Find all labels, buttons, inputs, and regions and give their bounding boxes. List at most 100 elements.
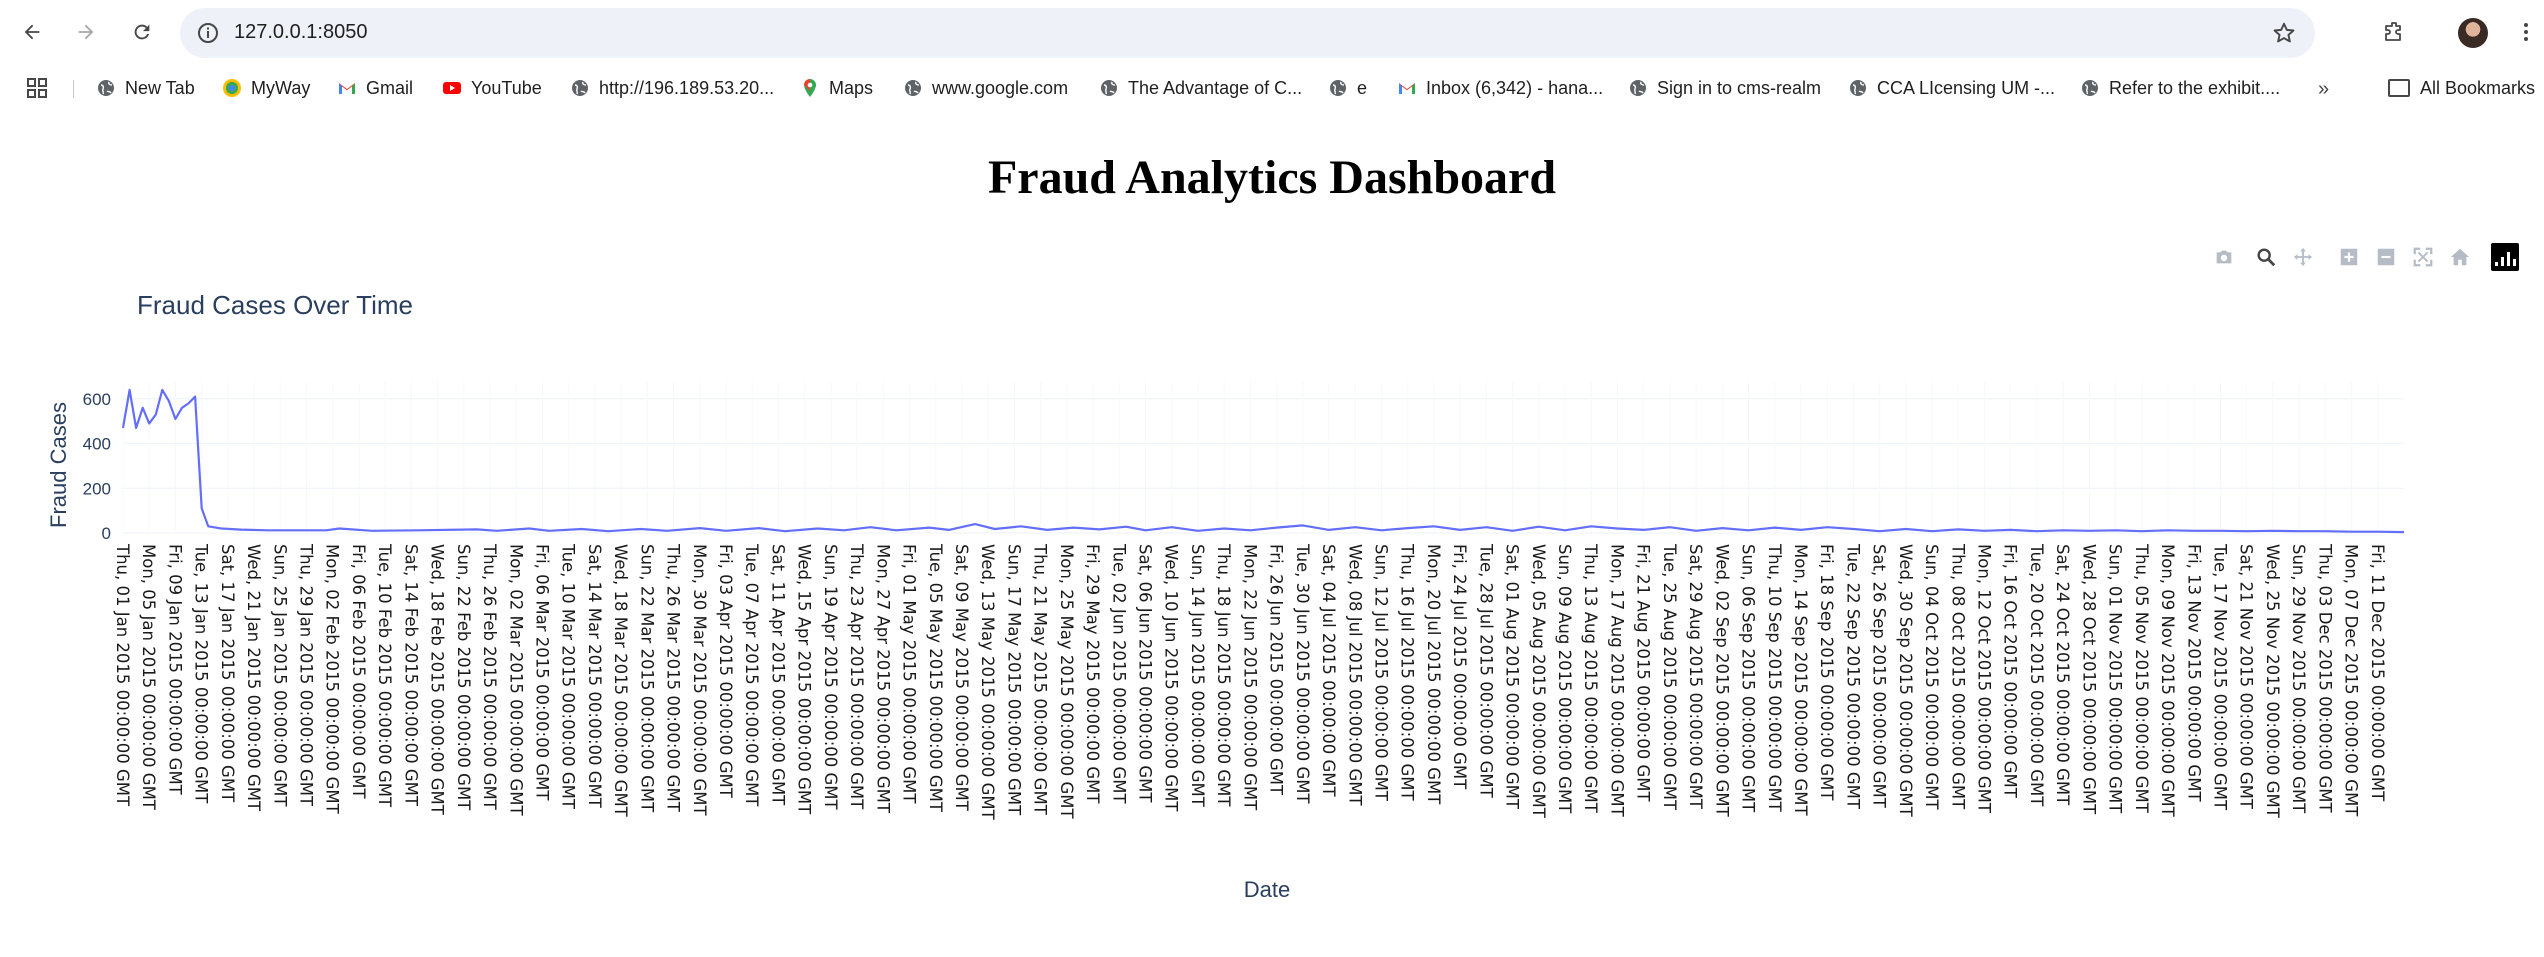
- x-tick-label: Sat, 04 Jul 2015 00:00:00 GMT: [1319, 544, 1338, 798]
- zoom-icon[interactable]: [2253, 244, 2279, 270]
- reset-axes-home-icon[interactable]: [2447, 244, 2473, 270]
- x-tick-label: Sun, 17 May 2015 00:00:00 GMT: [1004, 544, 1023, 816]
- x-tick-label: Tue, 17 Nov 2015 00:00:00 GMT: [2210, 543, 2229, 811]
- x-tick-label: Fri, 18 Sep 2015 00:00:00 GMT: [1817, 544, 1836, 801]
- camera-icon[interactable]: [2211, 244, 2237, 270]
- browser-menu-button[interactable]: [2508, 14, 2544, 50]
- bookmarks-bar: New Tab MyWay Gmail YouTube http://196.189.5…: [0, 66, 2544, 110]
- y-axis-title: Fraud Cases: [46, 402, 71, 528]
- x-tick-label: Fri, 06 Feb 2015 00:00:00 GMT: [349, 544, 368, 799]
- bookmark-label: e: [1357, 77, 1368, 98]
- x-tick-label: Tue, 10 Feb 2015 00:00:00 GMT: [375, 543, 394, 808]
- bookmark-item[interactable]: http://196.189.53.20...: [570, 74, 774, 102]
- x-tick-label: Sun, 25 Jan 2015 00:00:00 GMT: [270, 544, 289, 807]
- apps-grid-icon[interactable]: [26, 77, 48, 99]
- x-tick-label: Thu, 26 Feb 2015 00:00:00 GMT: [480, 543, 499, 811]
- extensions-button[interactable]: [2376, 14, 2412, 50]
- x-tick-label: Tue, 30 Jun 2015 00:00:00 GMT: [1293, 543, 1312, 805]
- bookmark-item[interactable]: New Tab: [96, 74, 195, 102]
- x-tick-label: Sat, 14 Feb 2015 00:00:00 GMT: [401, 544, 420, 807]
- x-tick-label: Wed, 18 Feb 2015 00:00:00 GMT: [428, 544, 447, 816]
- bookmark-label: Inbox (6,342) - hana...: [1426, 77, 1604, 98]
- x-tick-label: Wed, 13 May 2015 00:00:00 GMT: [978, 544, 997, 821]
- globe-icon: [2080, 78, 2100, 98]
- x-tick-label: Tue, 22 Sep 2015 00:00:00 GMT: [1843, 543, 1862, 810]
- x-tick-label: Tue, 05 May 2015 00:00:00 GMT: [926, 543, 945, 813]
- y-tick-label: 0: [102, 524, 111, 543]
- bookmark-label: Sign in to cms-realm: [1657, 77, 1822, 98]
- bookmark-item[interactable]: Maps: [800, 74, 873, 102]
- x-tick-label: Thu, 03 Dec 2015 00:00:00 GMT: [2315, 543, 2334, 814]
- x-tick-label: Sat, 21 Nov 2015 00:00:00 GMT: [2237, 544, 2256, 810]
- folder-icon: [2388, 79, 2410, 97]
- x-tick-label: Fri, 09 Jan 2015 00:00:00 GMT: [165, 544, 184, 796]
- y-tick-label: 400: [83, 435, 111, 454]
- globe-icon: [1328, 78, 1348, 98]
- all-bookmarks-label: All Bookmarks: [2420, 77, 2536, 98]
- x-tick-label: Mon, 17 Aug 2015 00:00:00 GMT: [1607, 544, 1626, 818]
- bookmark-item[interactable]: Sign in to cms-realm: [1628, 74, 1821, 102]
- globe-icon: [570, 78, 590, 98]
- bookmark-label: YouTube: [471, 77, 542, 98]
- autoscale-icon[interactable]: [2410, 244, 2436, 270]
- x-tick-label: Wed, 08 Jul 2015 00:00:00 GMT: [1345, 544, 1364, 806]
- x-tick-label: Sat, 14 Mar 2015 00:00:00 GMT: [585, 544, 604, 809]
- page-title: Fraud Analytics Dashboard: [987, 151, 1557, 204]
- forward-button[interactable]: [68, 14, 104, 50]
- x-tick-label: Fri, 21 Aug 2015 00:00:00 GMT: [1634, 544, 1653, 802]
- kebab-menu-icon: [2524, 23, 2528, 41]
- x-tick-label: Sun, 29 Nov 2015 00:00:00 GMT: [2289, 544, 2308, 814]
- bookmark-label: http://196.189.53.20...: [599, 77, 775, 98]
- x-tick-label: Tue, 10 Mar 2015 00:00:00 GMT: [559, 543, 578, 810]
- x-tick-label: Tue, 02 Jun 2015 00:00:00 GMT: [1109, 543, 1128, 805]
- x-tick-label: Mon, 07 Dec 2015 00:00:00 GMT: [2342, 544, 2361, 817]
- all-bookmarks-button[interactable]: All Bookmarks: [2388, 74, 2535, 102]
- bookmark-item[interactable]: Inbox (6,342) - hana...: [1397, 74, 1603, 102]
- bookmark-item[interactable]: Refer to the exhibit....: [2080, 74, 2280, 102]
- zoom-out-icon[interactable]: [2373, 244, 2399, 270]
- y-tick-label: 200: [83, 479, 111, 498]
- x-tick-label: Thu, 16 Jul 2015 00:00:00 GMT: [1398, 543, 1417, 801]
- pan-icon[interactable]: [2290, 244, 2316, 270]
- globe-icon: [903, 78, 923, 98]
- x-tick-label: Fri, 26 Jun 2015 00:00:00 GMT: [1267, 544, 1286, 796]
- x-tick-label: Mon, 30 Mar 2015 00:00:00 GMT: [690, 544, 709, 817]
- bookmark-star-icon[interactable]: [2271, 20, 2297, 46]
- x-tick-label: Sat, 09 May 2015 00:00:00 GMT: [952, 544, 971, 812]
- x-tick-label: Thu, 13 Aug 2015 00:00:00 GMT: [1581, 543, 1600, 814]
- info-icon[interactable]: [196, 21, 220, 45]
- globe-icon: [1099, 78, 1119, 98]
- zoom-in-icon[interactable]: [2336, 244, 2362, 270]
- profile-avatar[interactable]: [2458, 18, 2488, 48]
- bookmark-item[interactable]: MyWay: [222, 74, 310, 102]
- x-tick-label: Fri, 16 Oct 2015 00:00:00 GMT: [2001, 544, 2020, 799]
- back-button[interactable]: [14, 14, 50, 50]
- bookmark-item[interactable]: CCA LIcensing UM -...: [1848, 74, 2055, 102]
- x-tick-label: Mon, 25 May 2015 00:00:00 GMT: [1057, 544, 1076, 819]
- x-tick-label: Thu, 23 Apr 2015 00:00:00 GMT: [847, 543, 866, 810]
- bookmark-item[interactable]: The Advantage of C...: [1099, 74, 1302, 102]
- x-tick-label: Sun, 01 Nov 2015 00:00:00 GMT: [2106, 544, 2125, 814]
- x-tick-label: Wed, 15 Apr 2015 00:00:00 GMT: [795, 544, 814, 815]
- chart-title: Fraud Cases Over Time: [137, 290, 413, 320]
- reload-button[interactable]: [124, 14, 160, 50]
- bookmark-item[interactable]: e: [1328, 74, 1367, 102]
- x-tick-label: Sun, 19 Apr 2015 00:00:00 GMT: [821, 544, 840, 811]
- bookmark-label: Maps: [829, 77, 874, 98]
- x-tick-label: Thu, 08 Oct 2015 00:00:00 GMT: [1948, 543, 1967, 810]
- arrow-left-icon: [24, 24, 40, 40]
- fraud-cases-line[interactable]: [121, 388, 2405, 534]
- bookmark-item[interactable]: YouTube: [442, 74, 542, 102]
- plotly-logo-icon[interactable]: [2491, 243, 2519, 271]
- address-bar[interactable]: 127.0.0.1:8050: [180, 8, 2315, 58]
- bookmark-item[interactable]: www.google.com: [903, 74, 1068, 102]
- x-tick-label: Sun, 06 Sep 2015 00:00:00 GMT: [1739, 544, 1758, 813]
- x-tick-label: Tue, 28 Jul 2015 00:00:00 GMT: [1476, 543, 1495, 799]
- gmail-icon: [1397, 78, 1417, 98]
- url-text[interactable]: 127.0.0.1:8050: [234, 21, 368, 43]
- x-tick-label: Thu, 21 May 2015 00:00:00 GMT: [1031, 543, 1050, 816]
- x-tick-label: Thu, 01 Jan 2015 00:00:00 GMT: [113, 543, 132, 807]
- more-bookmarks-button[interactable]: »: [2318, 78, 2330, 100]
- x-tick-label: Wed, 10 Jun 2015 00:00:00 GMT: [1162, 544, 1181, 812]
- bookmark-item[interactable]: Gmail: [337, 74, 413, 102]
